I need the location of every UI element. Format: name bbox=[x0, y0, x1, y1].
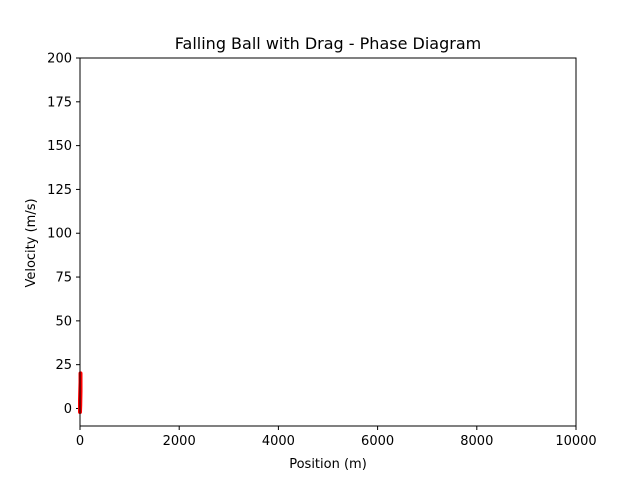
plot-frame bbox=[79, 57, 577, 427]
y-tick-label: 75 bbox=[55, 271, 72, 286]
y-tick-label: 200 bbox=[47, 52, 72, 67]
x-tick-label: 6000 bbox=[361, 434, 394, 449]
y-tick-label: 175 bbox=[47, 95, 72, 110]
chart-title: Falling Ball with Drag - Phase Diagram bbox=[175, 34, 481, 53]
y-tick-label: 50 bbox=[55, 314, 72, 329]
y-tick-label: 150 bbox=[47, 139, 72, 154]
x-tick-label: 2000 bbox=[163, 434, 196, 449]
x-tick-label: 8000 bbox=[460, 434, 493, 449]
y-axis-ticks: 0 25 50 75 100 125 150 175 200 bbox=[47, 52, 80, 417]
x-axis-ticks: 0 2000 4000 6000 8000 10000 bbox=[76, 426, 597, 449]
y-tick-label: 100 bbox=[47, 227, 72, 242]
x-tick-label: 4000 bbox=[262, 434, 295, 449]
y-tick-label: 125 bbox=[47, 183, 72, 198]
y-tick-label: 0 bbox=[64, 402, 72, 417]
x-tick-label: 10000 bbox=[555, 434, 596, 449]
x-tick-label: 0 bbox=[76, 434, 84, 449]
x-axis-label: Position (m) bbox=[289, 457, 367, 472]
y-axis-label: Velocity (m/s) bbox=[24, 198, 39, 287]
y-tick-label: 25 bbox=[55, 358, 72, 373]
